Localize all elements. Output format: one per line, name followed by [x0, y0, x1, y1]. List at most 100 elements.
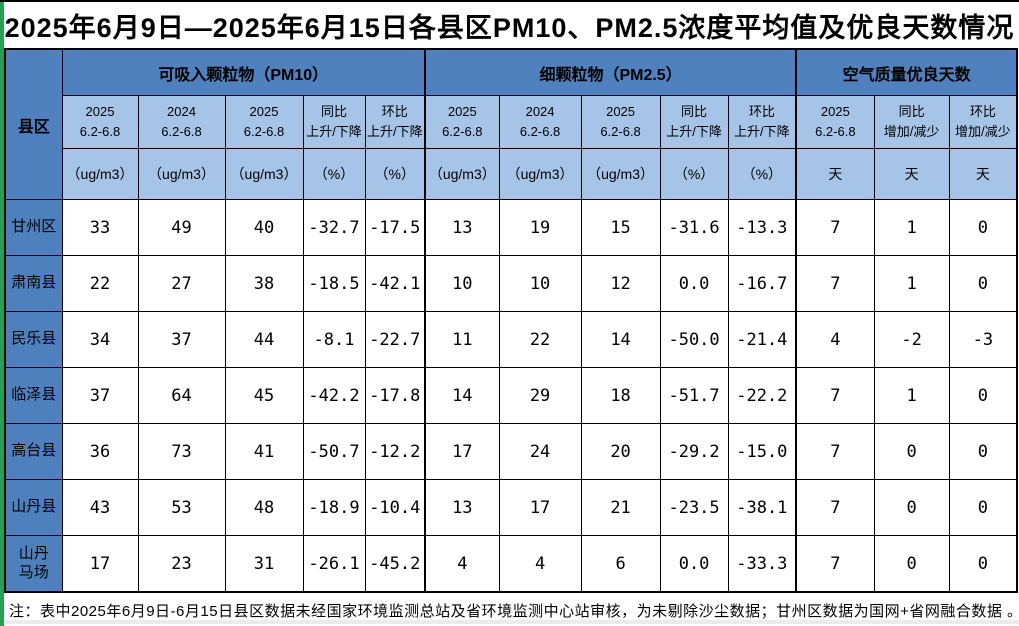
data-cell: 19: [498, 199, 582, 256]
data-cell: 73: [137, 423, 226, 480]
data-cell: -22.2: [727, 367, 797, 424]
data-cell: 24: [498, 423, 582, 480]
table-row: 甘州区 33 49 40 -32.7 -17.5 13 19 15 -31.6 …: [4, 199, 1018, 256]
col-header-line1: 2024: [525, 103, 555, 119]
page-title: 2025年6月9日—2025年6月15日各县区PM10、PM2.5浓度平均值及优…: [4, 12, 1015, 43]
table-row: 山丹县 43 53 48 -18.9 -10.4 13 17 21 -23.5 …: [4, 479, 1018, 536]
unit-header: （ug/m3）: [137, 148, 226, 200]
data-cell: 34: [61, 311, 139, 368]
county-cell: 山丹 马场: [4, 535, 63, 593]
col-header-line2: 6.2-6.8: [243, 124, 285, 139]
unit-header: （%）: [659, 148, 729, 200]
data-cell: 17: [61, 535, 139, 593]
col-header-line2: 上升/下降: [734, 124, 790, 139]
col-header: 2025 6.2-6.8: [61, 95, 139, 149]
table-row: 临泽县 37 64 45 -42.2 -17.8 14 29 18 -51.7 …: [4, 367, 1018, 424]
data-cell: 43: [61, 479, 139, 536]
data-cell: 0: [948, 255, 1018, 312]
data-cell: -51.7: [659, 367, 729, 424]
col-header: 环比 增加/减少: [948, 95, 1018, 149]
col-header-line2: 6.2-6.8: [600, 124, 641, 139]
col-header-line1: 同比: [320, 103, 347, 119]
unit-header: 天: [873, 148, 950, 200]
col-header-line2: 增加/减少: [955, 124, 1011, 139]
col-header: 2025 6.2-6.8: [795, 95, 875, 149]
data-cell: 49: [137, 199, 226, 256]
col-header-line1: 同比: [898, 103, 925, 119]
data-cell: 53: [137, 479, 226, 536]
data-cell: 10: [498, 255, 582, 312]
data-cell: 1: [873, 199, 950, 256]
county-cell: 临泽县: [4, 367, 63, 424]
data-cell: 14: [424, 367, 500, 424]
data-cell: 15: [580, 199, 661, 256]
data-cell: 27: [137, 255, 226, 312]
section-header-good-days: 空气质量优良天数: [795, 48, 1018, 96]
data-cell: 7: [795, 535, 875, 593]
col-header-line1: 环比: [748, 103, 775, 119]
col-header: 2025 6.2-6.8: [224, 95, 304, 149]
data-cell: 4: [498, 535, 582, 593]
col-header-line1: 2025: [447, 103, 477, 119]
col-header-line2: 6.2-6.8: [815, 124, 856, 139]
col-header: 环比 上升/下降: [364, 95, 426, 149]
county-cell: 甘州区: [4, 199, 63, 256]
col-header-line1: 2024: [167, 103, 196, 119]
data-cell: 17: [424, 423, 500, 480]
footnote: 注：表中2025年6月9日-6月15日县区数据未经国家环境监测总站及省环境监测中…: [9, 603, 1019, 620]
bottom-edge-strip: [0, 620, 1019, 624]
data-cell: 0: [948, 479, 1018, 536]
corner-header: 县区: [4, 48, 63, 200]
table-row: 肃南县 22 27 38 -18.5 -42.1 10 10 12 0.0 -1…: [4, 255, 1018, 312]
data-cell: -42.2: [302, 367, 366, 424]
data-cell: 12: [580, 255, 661, 312]
unit-header: （%）: [364, 148, 426, 200]
data-cell: 11: [424, 311, 500, 368]
col-header-line2: 上升/下降: [366, 124, 423, 139]
data-cell: 0: [948, 423, 1018, 480]
data-cell: 21: [580, 479, 661, 536]
data-cell: -31.6: [659, 199, 729, 256]
period-header-row: 2025 6.2-6.8 2024 6.2-6.8 2025 6.2-6.8 同比 上升…: [5, 95, 1018, 149]
county-cell: 高台县: [4, 423, 63, 480]
data-cell: 20: [580, 423, 661, 480]
data-cell: 22: [61, 255, 139, 312]
county-cell: 民乐县: [4, 311, 63, 368]
data-cell: -17.8: [364, 367, 426, 424]
data-cell: -17.5: [364, 199, 426, 256]
data-cell: 7: [795, 255, 875, 312]
unit-header: 天: [795, 148, 875, 200]
col-header-line1: 2025: [606, 103, 636, 119]
unit-header: （ug/m3）: [498, 148, 582, 200]
data-cell: 44: [224, 311, 304, 368]
data-cell: 31: [224, 535, 304, 593]
data-cell: 17: [498, 479, 582, 536]
county-cell: 肃南县: [4, 255, 63, 312]
data-cell: 0: [948, 535, 1018, 593]
data-cell: -16.7: [727, 255, 797, 312]
col-header-line1: 2025: [249, 103, 279, 119]
data-cell: -3: [948, 311, 1018, 368]
data-cell: 1: [873, 255, 950, 312]
data-cell: 18: [580, 367, 661, 424]
data-cell: 7: [795, 423, 875, 480]
data-cell: 0: [948, 199, 1018, 256]
data-cell: -50.7: [302, 423, 366, 480]
data-cell: -33.3: [727, 535, 797, 593]
data-cell: 0.0: [659, 255, 729, 312]
col-header: 2024 6.2-6.8: [498, 95, 582, 149]
data-cell: -12.2: [364, 423, 426, 480]
table-row: 民乐县 34 37 44 -8.1 -22.7 11 22 14 -50.0 -…: [4, 311, 1018, 368]
aqi-table: 县区 可吸入颗粒物（PM10） 细颗粒物（PM2.5） 空气质量优良天数 202…: [4, 48, 1019, 593]
unit-header: （%）: [302, 148, 366, 200]
data-cell: 37: [137, 311, 226, 368]
col-header-line2: 上升/下降: [666, 124, 722, 139]
data-cell: -22.7: [364, 311, 426, 368]
data-cell: -2: [873, 311, 950, 368]
data-cell: -10.4: [364, 479, 426, 536]
data-cell: 40: [224, 199, 304, 256]
col-header-line2: 6.2-6.8: [442, 124, 483, 139]
data-cell: 38: [224, 255, 304, 312]
data-cell: 4: [424, 535, 500, 593]
data-cell: 13: [424, 199, 500, 256]
